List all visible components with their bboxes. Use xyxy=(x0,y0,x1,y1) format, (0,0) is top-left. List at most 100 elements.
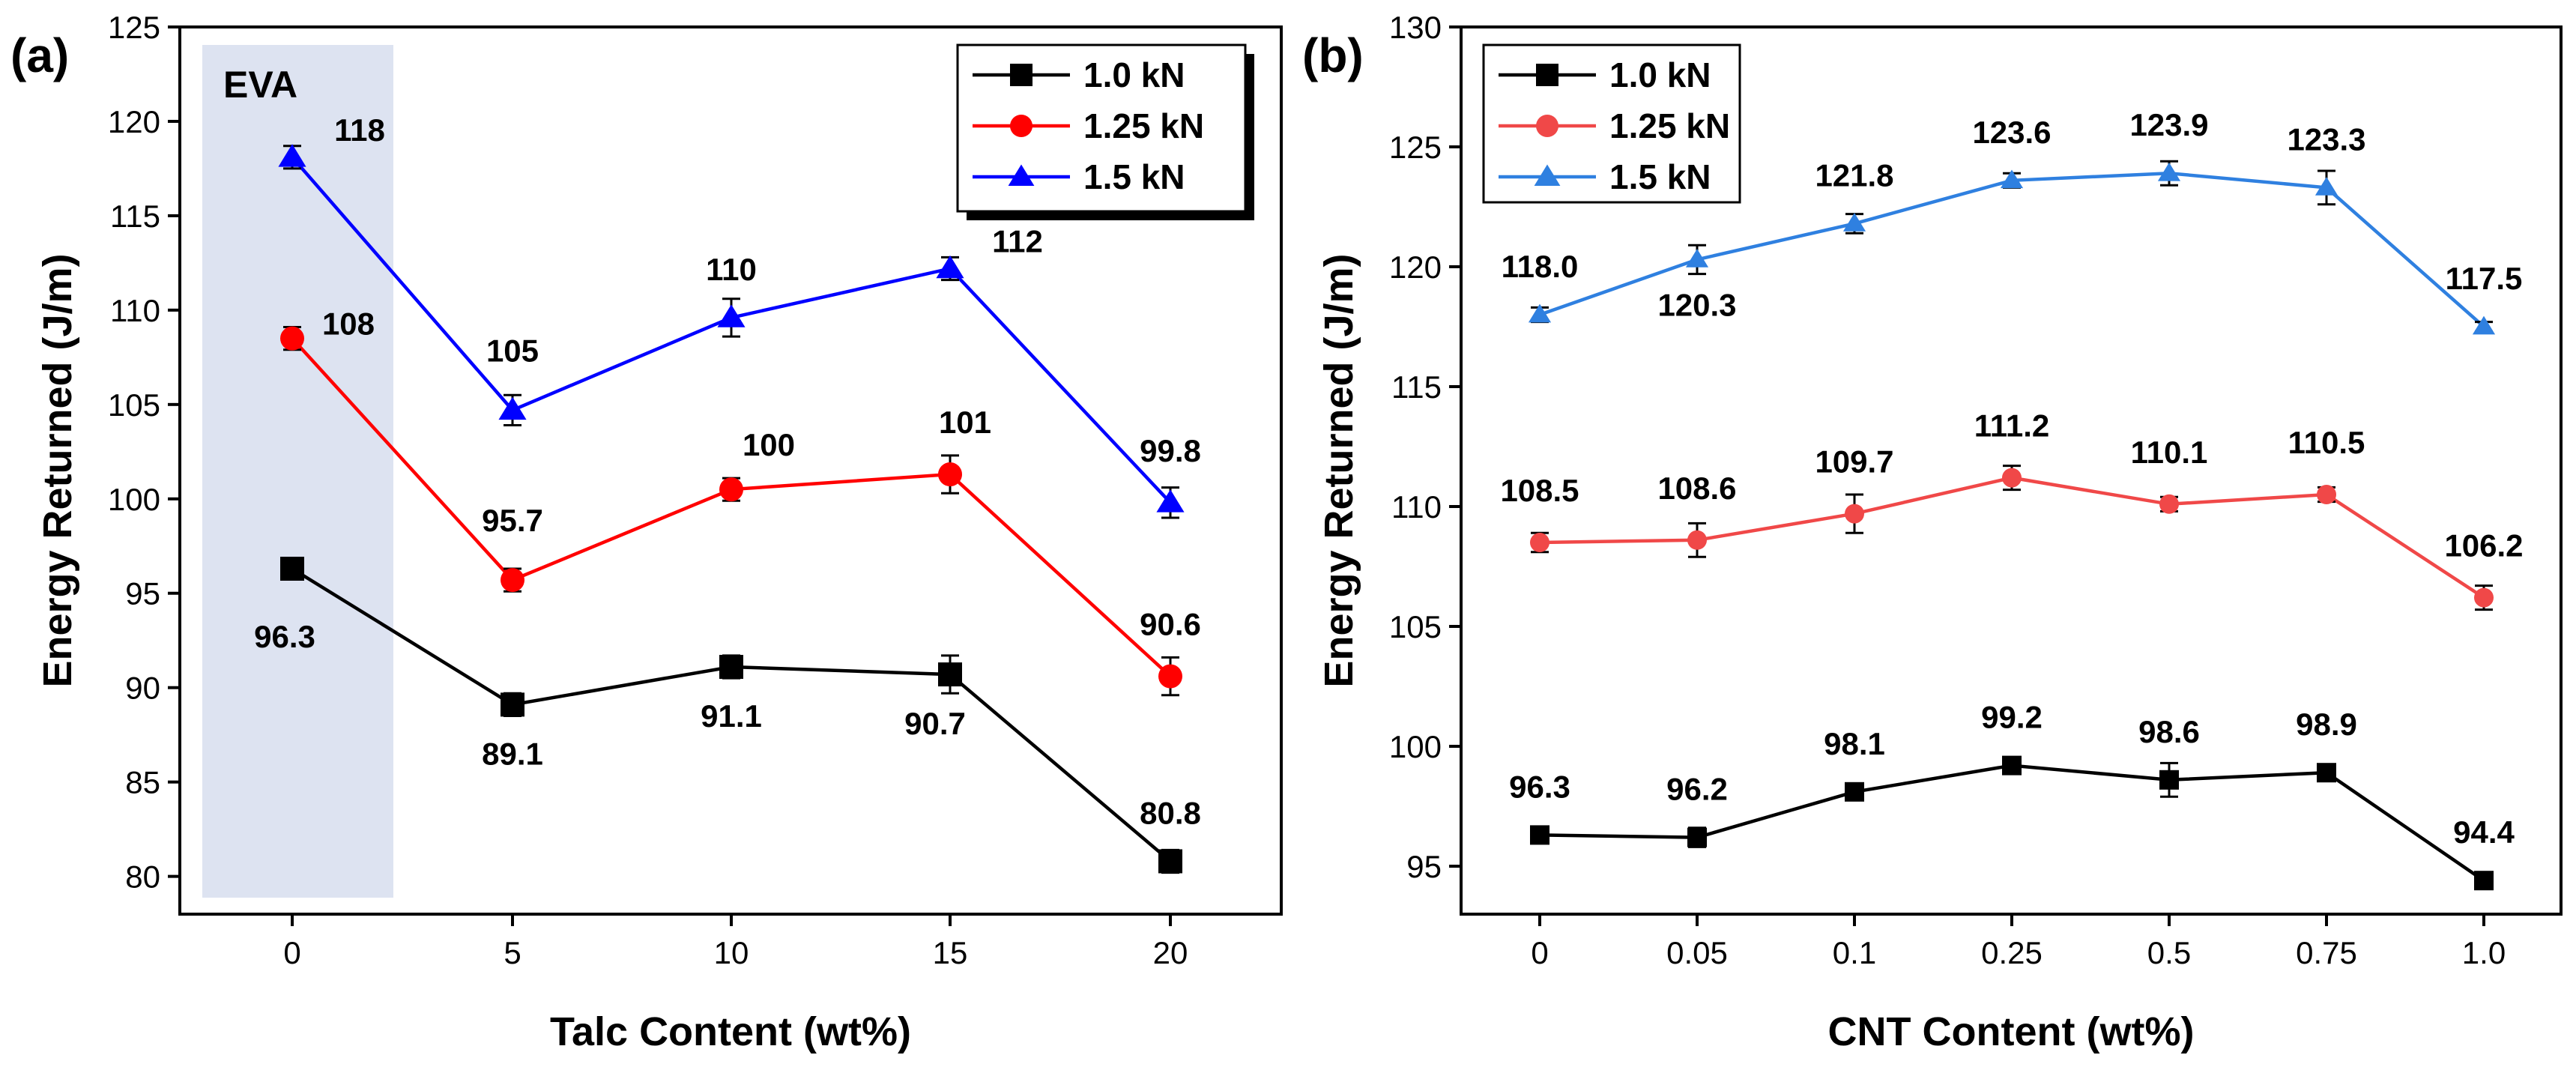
x-axis-label: CNT Content (wt%) xyxy=(1828,1009,2195,1054)
legend-marker xyxy=(1010,64,1032,86)
legend-marker xyxy=(1010,115,1032,137)
x-tick-label: 0.75 xyxy=(2296,935,2357,970)
legend-entry: 1.5 kN xyxy=(1083,157,1185,196)
data-label: 96.3 xyxy=(1509,769,1570,804)
data-label: 118.0 xyxy=(1502,249,1579,284)
legend-entry: 1.0 kN xyxy=(1609,55,1711,94)
y-tick-label: 90 xyxy=(125,671,160,706)
data-point xyxy=(938,662,962,687)
data-point xyxy=(1156,489,1185,513)
legend-entry: 1.25 kN xyxy=(1083,106,1204,145)
series-1_0-kN: 96.3 96.2 98.1 99.2 98.6 98.9 94.4 xyxy=(1509,700,2515,891)
data-label: 91.1 xyxy=(701,698,762,734)
y-tick-label: 120 xyxy=(1389,250,1442,285)
data-label: 110 xyxy=(706,252,757,287)
series-1_5-kN: 118.0 120.3 121.8 123.6 123.9 123.3 117.5 xyxy=(1502,107,2523,335)
data-label: 99.2 xyxy=(1981,700,2043,735)
data-label: 90.7 xyxy=(904,706,966,741)
data-label: 108.5 xyxy=(1500,473,1579,508)
legend-entry: 1.25 kN xyxy=(1609,106,1730,145)
data-label: 123.6 xyxy=(1972,115,2051,150)
data-point xyxy=(280,326,304,351)
y-axis-label: Energy Returned (J/m) xyxy=(1316,253,1361,687)
series-1_0-kN: 96.3 89.1 91.1 90.7 80.8 xyxy=(254,556,1201,874)
y-tick-label: 130 xyxy=(1389,10,1442,45)
y-tick-label: 110 xyxy=(1391,489,1442,525)
data-point xyxy=(501,568,524,593)
legend: 1.0 kN 1.25 kN 1.5 kN xyxy=(956,43,1254,220)
data-label: 123.9 xyxy=(2129,107,2208,142)
y-tick-label: 95 xyxy=(1406,849,1442,884)
data-point xyxy=(498,396,527,420)
series-line xyxy=(291,337,1172,678)
legend-marker xyxy=(1008,164,1035,186)
data-label: 94.4 xyxy=(2453,814,2515,850)
chart-panel-b: 95 100 105 110 115 120 125 130 0 0.05 0.1 0.25 0.5 0.… xyxy=(1302,10,2563,1054)
data-label: 110.5 xyxy=(2288,425,2365,460)
data-point xyxy=(2157,162,2181,181)
data-label: 100 xyxy=(743,427,795,462)
legend-marker xyxy=(1536,115,1558,137)
eva-region-label: EVA xyxy=(223,64,297,106)
series-1_25-kN: 108.5 108.6 109.7 111.2 110.1 110.5 106.2 xyxy=(1500,408,2524,611)
data-point xyxy=(2315,177,2338,196)
data-point xyxy=(1845,504,1864,524)
data-point xyxy=(719,654,743,679)
data-label: 89.1 xyxy=(482,736,543,771)
data-label: 108 xyxy=(322,306,375,342)
x-tick-label: 0 xyxy=(283,935,300,970)
data-point xyxy=(2002,468,2022,488)
y-tick-label: 95 xyxy=(125,576,160,611)
data-point xyxy=(1528,303,1552,323)
data-label: 95.7 xyxy=(482,503,543,538)
y-tick-label: 85 xyxy=(125,765,160,800)
data-label: 121.8 xyxy=(1815,157,1893,193)
data-point xyxy=(2474,587,2494,608)
data-label: 120.3 xyxy=(1657,287,1736,322)
data-point xyxy=(1530,825,1549,845)
data-point xyxy=(278,144,306,167)
data-point xyxy=(1687,827,1707,847)
eva-shaded-region xyxy=(202,45,393,898)
y-axis-label: Energy Returned (J/m) xyxy=(35,253,80,687)
data-label: 99.8 xyxy=(1140,433,1201,468)
data-point xyxy=(2002,755,2022,776)
data-label: 98.6 xyxy=(2138,714,2200,749)
data-label: 80.8 xyxy=(1140,795,1201,830)
x-tick-label: 1.0 xyxy=(2462,935,2506,970)
data-point xyxy=(2000,169,2024,189)
data-label: 98.9 xyxy=(2296,707,2357,742)
y-tick-label: 100 xyxy=(1389,729,1442,764)
y-tick-label: 110 xyxy=(110,293,160,328)
panel-label: (b) xyxy=(1302,28,1364,82)
legend-marker xyxy=(1536,64,1558,86)
data-label: 118 xyxy=(334,112,385,148)
data-label: 117.5 xyxy=(2446,261,2523,296)
x-tick-label: 0 xyxy=(1531,935,1548,970)
y-tick-label: 120 xyxy=(108,104,160,139)
data-point xyxy=(719,477,743,502)
legend-marker xyxy=(1534,164,1561,186)
x-tick-label: 15 xyxy=(933,935,968,970)
data-label: 98.1 xyxy=(1824,726,1885,761)
data-point xyxy=(1845,782,1864,802)
data-point xyxy=(1685,249,1709,267)
data-point xyxy=(501,692,524,717)
data-label: 108.6 xyxy=(1657,471,1736,506)
series-1_5-kN: 118 105 110 112 99.8 xyxy=(278,112,1201,519)
data-point xyxy=(1842,213,1866,232)
y-tick-label: 100 xyxy=(108,482,160,517)
legend: 1.0 kN 1.25 kN 1.5 kN xyxy=(1482,43,1741,204)
legend-entry: 1.0 kN xyxy=(1083,55,1185,94)
data-point xyxy=(2317,763,2336,783)
x-tick-label: 0.25 xyxy=(1981,935,2043,970)
legend-entry: 1.5 kN xyxy=(1609,157,1711,196)
x-tick-label: 10 xyxy=(714,935,749,970)
data-point xyxy=(1158,664,1182,689)
x-tick-label: 0.5 xyxy=(2147,935,2191,970)
x-tick-label: 0.05 xyxy=(1666,935,1728,970)
y-tick-label: 105 xyxy=(108,387,160,423)
data-label: 123.3 xyxy=(2287,121,2365,157)
data-point xyxy=(1158,849,1182,874)
data-point xyxy=(2474,871,2494,891)
